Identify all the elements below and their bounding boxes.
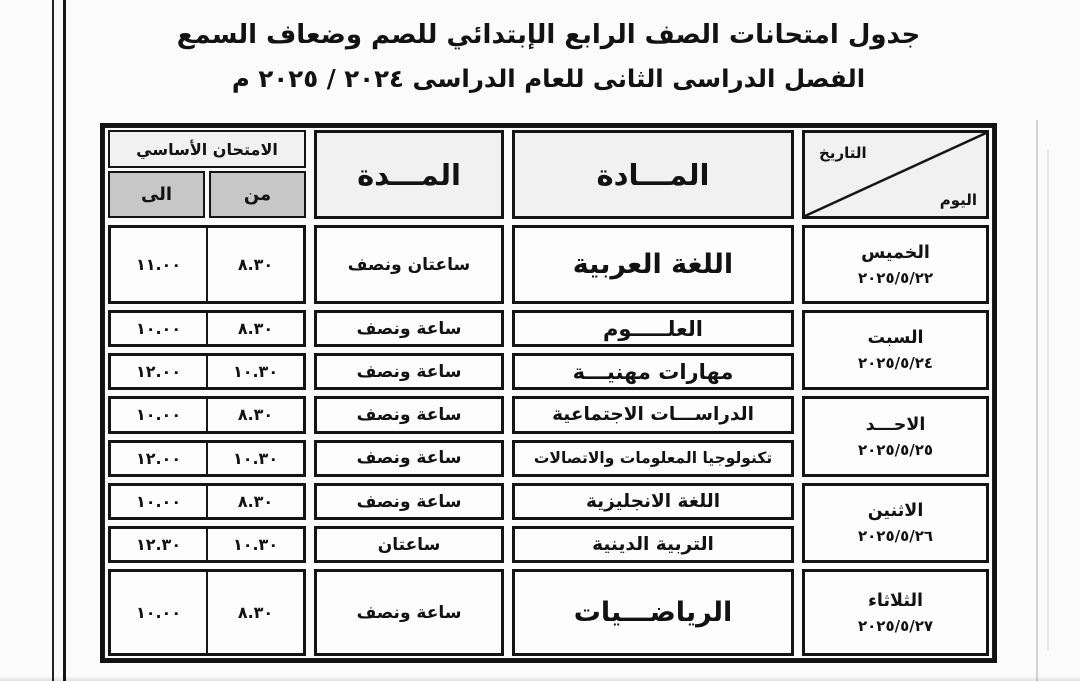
header-subject-cell: المـــادة <box>512 130 794 219</box>
corner-header-cell: التاريخ اليوم <box>802 130 989 219</box>
time-from-cell: ١٠.٣٠ <box>232 448 279 468</box>
day-date: ٢٠٢٥/٥/٢٢ <box>857 268 934 287</box>
day-date: ٢٠٢٥/٥/٢٥ <box>857 440 934 459</box>
time-to-cell: ١٠.٠٠ <box>111 572 208 653</box>
time-from-cell: ٨.٣٠ <box>237 492 274 511</box>
time-cell: ٨.٣٠ ١٠.٠٠ <box>108 483 306 520</box>
day-cell: الاثنين ٢٠٢٥/٥/٢٦ <box>802 483 989 563</box>
day-name: الثلاثاء <box>867 590 924 611</box>
exam-row: الرياضـــيات ساعة ونصف ٨.٣٠ ١٠.٠٠ <box>104 566 798 659</box>
subject-cell: تكنولوجيا المعلومات والاتصالات <box>512 439 794 477</box>
subject-cell: الدراســـات الاجتماعية <box>512 396 794 434</box>
subject-cell: التربية الدينية <box>512 526 794 563</box>
exam-subrows: الرياضـــيات ساعة ونصف ٨.٣٠ ١٠.٠٠ <box>104 566 798 659</box>
header-basic-exam-group: الامتحان الأساسي من الى <box>104 127 310 222</box>
duration-cell: ساعة ونصف <box>314 439 504 477</box>
time-cell: ٨.٣٠ ١١.٠٠ <box>108 225 306 304</box>
header-from-cell: من <box>209 171 306 218</box>
time-from-cell: ٨.٣٠ <box>237 319 274 338</box>
duration-cell: ساعة ونصف <box>314 310 504 347</box>
header-day-label: اليوم <box>939 191 977 209</box>
exam-row: اللغة الانجليزية ساعة ونصف ٨.٣٠ ١٠.٠٠ <box>104 480 798 523</box>
day-date: ٢٠٢٥/٥/٢٧ <box>857 616 934 635</box>
day-group: السبت ٢٠٢٥/٥/٢٤ العلـــــوم ساعة ونصف ٨.٣٠ ١٠… <box>104 307 993 393</box>
time-cell: ٨.٣٠ ١٠.٠٠ <box>108 310 306 347</box>
exam-row: تكنولوجيا المعلومات والاتصالات ساعة ونصف ١… <box>104 437 798 481</box>
title-line-2: الفصل الدراسى الثانى للعام الدراسى ٢٠٢٤ … <box>231 64 866 93</box>
time-from-cell: ٨.٣٠ <box>237 405 274 425</box>
subject-cell: العلـــــوم <box>512 310 794 347</box>
day-group: الثلاثاء ٢٠٢٥/٥/٢٧ الرياضـــيات ساعة ونصف ٨.… <box>104 566 993 659</box>
subject-cell: اللغة الانجليزية <box>512 483 794 520</box>
scan-bottom-edge <box>0 676 1080 681</box>
day-name: الاحـــد <box>865 414 926 435</box>
duration-cell: ساعتان <box>314 526 504 563</box>
exam-row: مهارات مهنيـــة ساعة ونصف ١٠.٣٠ ١٢.٠٠ <box>104 350 798 393</box>
time-cell: ١٠.٣٠ ١٢.٠٠ <box>108 353 306 390</box>
time-to-cell: ١٢.٠٠ <box>111 442 208 474</box>
duration-cell: ساعة ونصف <box>314 569 504 656</box>
time-to-cell: ١٠.٠٠ <box>111 313 208 344</box>
header-from-to-row: من الى <box>104 169 310 222</box>
day-group: الاحـــد ٢٠٢٥/٥/٢٥ الدراســـات الاجتماعية س… <box>104 393 993 480</box>
scan-edge-line <box>52 0 66 681</box>
header-duration-cell: المـــدة <box>314 130 504 219</box>
duration-cell: ساعة ونصف <box>314 483 504 520</box>
exam-subrows: اللغة العربية ساعتان ونصف ٨.٣٠ ١١.٠٠ <box>104 222 798 307</box>
day-cell: الخميس ٢٠٢٥/٥/٢٢ <box>802 225 989 304</box>
time-cell: ١٠.٣٠ ١٢.٠٠ <box>108 439 306 477</box>
time-from-cell: ١٠.٣٠ <box>232 535 279 554</box>
time-to-cell: ١٢.٣٠ <box>111 529 208 560</box>
day-group: الخميس ٢٠٢٥/٥/٢٢ اللغة العربية ساعتان ونصف ٨… <box>104 222 993 307</box>
time-to-cell: ١٠.٠٠ <box>111 486 208 517</box>
time-from-cell: ١٠.٣٠ <box>232 362 279 381</box>
header-date-label: التاريخ <box>819 144 867 162</box>
exam-row: التربية الدينية ساعتان ١٠.٣٠ ١٢.٣٠ <box>104 523 798 566</box>
day-cell: الاحـــد ٢٠٢٥/٥/٢٥ <box>802 396 989 477</box>
time-to-cell: ١٢.٠٠ <box>111 356 208 387</box>
exam-subrows: العلـــــوم ساعة ونصف ٨.٣٠ ١٠.٠٠ مهارات مهني… <box>104 307 798 393</box>
time-cell: ٨.٣٠ ١٠.٠٠ <box>108 396 306 434</box>
duration-cell: ساعتان ونصف <box>314 225 504 304</box>
time-to-cell: ١١.٠٠ <box>111 228 208 301</box>
day-name: السبت <box>867 328 924 348</box>
exam-subrows: اللغة الانجليزية ساعة ونصف ٨.٣٠ ١٠.٠٠ التربي… <box>104 480 798 566</box>
header-to-cell: الى <box>108 171 205 218</box>
day-cell: الثلاثاء ٢٠٢٥/٥/٢٧ <box>802 569 989 656</box>
subject-cell: الرياضـــيات <box>512 569 794 656</box>
day-date: ٢٠٢٥/٥/٢٤ <box>857 354 934 372</box>
day-group: الاثنين ٢٠٢٥/٥/٢٦ اللغة الانجليزية ساعة ونص… <box>104 480 993 566</box>
day-name: الخميس <box>861 242 930 263</box>
subject-cell: اللغة العربية <box>512 225 794 304</box>
time-to-cell: ١٠.٠٠ <box>111 399 208 431</box>
day-name: الاثنين <box>867 501 924 521</box>
table-header-row: التاريخ اليوم المـــادة المـــدة الامتحا… <box>104 127 993 222</box>
header-basic-exam-label: الامتحان الأساسي <box>108 130 306 168</box>
day-cell: السبت ٢٠٢٥/٥/٢٤ <box>802 310 989 390</box>
time-from-cell: ٨.٣٠ <box>237 255 274 274</box>
document-title: جدول امتحانات الصف الرابع الإبتدائي للصم… <box>100 20 997 93</box>
scan-artifact-line <box>1047 150 1049 650</box>
exam-row: اللغة العربية ساعتان ونصف ٨.٣٠ ١١.٠٠ <box>104 222 798 307</box>
time-cell: ١٠.٣٠ ١٢.٣٠ <box>108 526 306 563</box>
exam-schedule-table: التاريخ اليوم المـــادة المـــدة الامتحا… <box>100 123 997 663</box>
time-cell: ٨.٣٠ ١٠.٠٠ <box>108 569 306 656</box>
diagonal-divider-line <box>805 133 986 216</box>
duration-cell: ساعة ونصف <box>314 353 504 390</box>
table-body: الخميس ٢٠٢٥/٥/٢٢ اللغة العربية ساعتان ونصف ٨… <box>104 222 993 659</box>
exam-row: الدراســـات الاجتماعية ساعة ونصف ٨.٣٠ ١٠.٠٠ <box>104 393 798 437</box>
day-date: ٢٠٢٥/٥/٢٦ <box>857 527 934 545</box>
exam-row: العلـــــوم ساعة ونصف ٨.٣٠ ١٠.٠٠ <box>104 307 798 350</box>
exam-subrows: الدراســـات الاجتماعية ساعة ونصف ٨.٣٠ ١٠.٠٠… <box>104 393 798 480</box>
time-from-cell: ٨.٣٠ <box>237 603 274 622</box>
duration-cell: ساعة ونصف <box>314 396 504 434</box>
scan-artifact-line <box>1036 120 1038 681</box>
subject-cell: مهارات مهنيـــة <box>512 353 794 390</box>
title-line-1: جدول امتحانات الصف الرابع الإبتدائي للصم… <box>176 20 921 50</box>
